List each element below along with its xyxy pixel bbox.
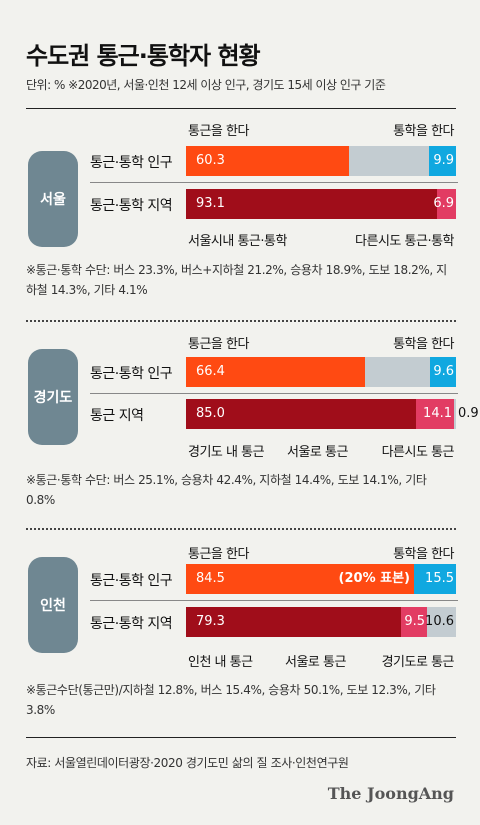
gyeonggi-note: ※통근·통학 수단: 버스 25.1%, 승용차 42.4%, 지하철 14.4… [26,473,427,507]
gyeonggi-top-left-label: 통근을 한다 [188,337,249,352]
bar-segment [414,564,456,594]
gyeonggi-bar-population: 66.4 9.6 [186,357,456,387]
data-label: 9.5 [404,614,425,629]
bar-segment [427,607,456,637]
data-label: 9.6 [433,364,454,379]
bar-segment [349,146,429,176]
region-badge-incheon: 인천 [28,557,78,653]
gyeonggi-bottom-label-2: 서울로 통근 [287,445,348,460]
data-label: 0.9 [458,406,479,421]
bar-segment [186,399,416,429]
bar-segment [186,357,365,387]
data-label: 60.3 [196,153,225,168]
top-rule [26,108,456,109]
incheon-row-divider [90,600,458,601]
seoul-note: ※통근·통학 수단: 버스 23.3%, 버스+지하철 21.2%, 승용차 1… [26,263,447,297]
seoul-top-left-label: 통근을 한다 [188,124,249,139]
bar-segment [454,399,456,429]
bar-segment [186,607,401,637]
bar-segment [416,399,454,429]
section-divider-1 [26,320,456,322]
gyeonggi-row2-label: 통근 지역 [90,408,144,424]
incheon-bar-region: 79.3 9.5 10.6 [186,607,456,637]
incheon-top-right-label: 통학을 한다 [393,547,454,562]
region-badge-gyeonggi: 경기도 [28,349,78,445]
unit-note: 단위: % ※2020년, 서울·인천 12세 이상 인구, 경기도 15세 이… [26,78,386,92]
seoul-row2-label: 통근·통학 지역 [90,198,173,214]
data-label: 85.0 [196,406,225,421]
data-label: 15.5 [425,571,454,586]
seoul-row1-label: 통근·통학 인구 [90,155,173,171]
incheon-bottom-label-1: 인천 내 통근 [188,655,253,670]
data-label: 9.9 [433,153,454,168]
seoul-top-right-label: 통학을 한다 [393,124,454,139]
incheon-top-left-label: 통근을 한다 [188,547,249,562]
incheon-row2-label: 통근·통학 지역 [90,616,173,632]
section-divider-2 [26,528,456,530]
data-label: 66.4 [196,364,225,379]
source-note: 자료: 서울열린데이터광장·2020 경기도민 삶의 질 조사·인천연구원 [26,756,349,770]
bar-segment [437,189,456,219]
incheon-note: ※통근수단(통근만)/지하철 12.8%, 버스 15.4%, 승용차 50.1… [26,683,436,717]
region-badge-seoul: 서울 [28,151,78,247]
incheon-row1-label: 통근·통학 인구 [90,573,173,589]
incheon-bar-population: 84.5 15.5 (20% 표본) [186,564,456,594]
gyeonggi-top-right-label: 통학을 한다 [393,337,454,352]
bar-segment [429,146,456,176]
seoul-bottom-label-1: 서울시내 통근·통학 [188,234,287,249]
bar-segment [401,607,427,637]
publisher-logo: The JoongAng [327,784,454,803]
data-label: 6.9 [433,196,454,211]
gyeonggi-row-divider [90,393,458,394]
bar-segment [365,357,430,387]
chart-title: 수도권 통근·통학자 현황 [26,42,261,70]
seoul-row-divider [90,182,458,183]
inner-label: (20% 표본) [338,571,410,586]
incheon-bottom-label-3: 경기도로 통근 [381,655,455,670]
seoul-bar-population: 60.3 9.9 [186,146,456,176]
gyeonggi-row1-label: 통근·통학 인구 [90,366,173,382]
bar-segment [186,146,349,176]
bar-segment [186,564,414,594]
data-label: 10.6 [425,614,454,629]
bar-segment [186,189,437,219]
data-label: 93.1 [196,196,225,211]
data-label: 14.1 [423,406,452,421]
data-label: 84.5 [196,571,225,586]
bar-segment [430,357,456,387]
data-label: 79.3 [196,614,225,629]
incheon-bottom-label-2: 서울로 통근 [285,655,346,670]
gyeonggi-bar-region: 85.0 14.1 0.9 [186,399,479,429]
bottom-rule [26,737,456,738]
gyeonggi-bottom-label-3: 다른시도 통근 [381,445,455,460]
gyeonggi-bottom-label-1: 경기도 내 통근 [188,445,265,460]
seoul-bottom-label-2: 다른시도 통근·통학 [355,234,454,249]
seoul-bar-region: 93.1 6.9 [186,189,456,219]
